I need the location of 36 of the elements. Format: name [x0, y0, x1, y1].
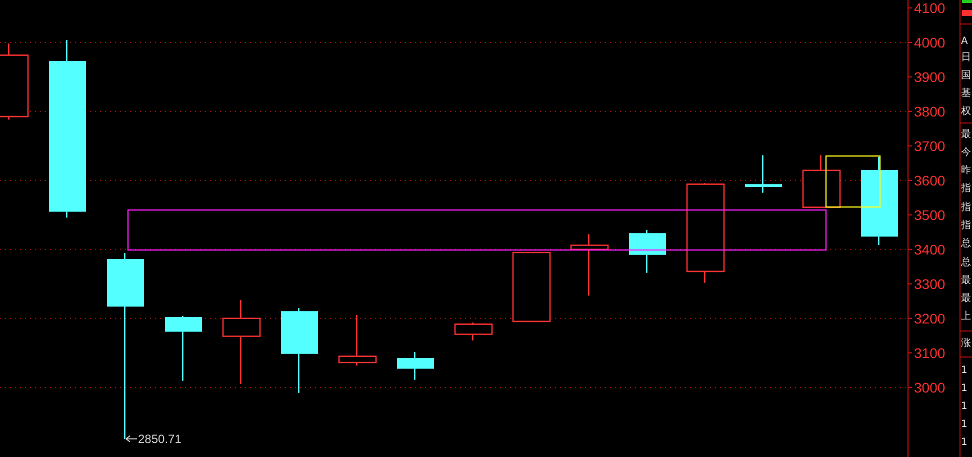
y-tick-label: 3600 [914, 172, 946, 188]
text: 今 [961, 146, 971, 158]
text: 1 [961, 365, 968, 376]
text: 1 [961, 419, 968, 430]
y-tick-label: 3300 [914, 276, 946, 292]
y-tick-label: 4000 [914, 34, 946, 50]
text: 指 [960, 219, 971, 231]
text: 指 [960, 182, 971, 194]
y-tick-label: 3400 [914, 241, 946, 258]
text: 涨 [961, 337, 971, 349]
y-tick-label: 3200 [914, 310, 946, 326]
text: 指 [960, 201, 971, 213]
y-tick-label: 3500 [914, 206, 946, 223]
text: 1 [961, 383, 968, 394]
text: 总 [960, 256, 971, 268]
text: A [961, 36, 968, 47]
text: 最 [961, 275, 971, 286]
text: 1 [961, 437, 968, 448]
text: 最 [961, 293, 971, 304]
y-tick-label: 3900 [914, 68, 946, 85]
text: 总 [960, 237, 971, 249]
annotation: 2850.71 [138, 432, 182, 446]
candlestick [745, 155, 782, 193]
y-tick-label: 4100 [914, 0, 946, 16]
y-tick-label: 3000 [914, 379, 946, 396]
text: 日 [961, 52, 971, 63]
text: 权 [960, 105, 971, 117]
text: 最 [961, 129, 971, 140]
text: 昨 [961, 164, 971, 176]
text: 基 [961, 87, 971, 99]
text: 上 [961, 310, 971, 322]
y-tick-label: 3700 [914, 138, 946, 154]
text: 国 [961, 70, 971, 81]
text: 1 [961, 401, 968, 412]
y-tick-label: 3100 [914, 344, 946, 361]
y-tick-label: 3800 [914, 103, 946, 120]
